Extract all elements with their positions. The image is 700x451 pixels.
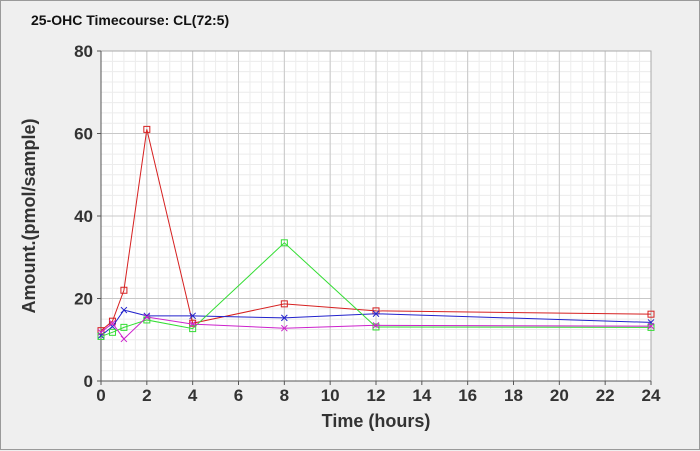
x-tick-label: 4 [188,386,198,405]
data-point-square [120,286,128,294]
series-layer [97,125,655,343]
data-point-square [189,325,197,333]
x-tick-label: 24 [642,386,661,405]
x-tick-label: 16 [458,386,477,405]
data-point-square [143,125,151,133]
data-point-x [647,322,655,330]
data-point-x [189,320,197,328]
y-axis-ticks: 0 20 40 60 80 [74,42,101,391]
data-point-x [120,335,128,343]
series-line [100,129,652,332]
data-point-square [647,310,655,318]
y-tick-label: 60 [74,125,93,144]
data-point-x [109,319,116,327]
data-point-x [189,312,197,320]
data-point-square [280,300,288,308]
data-point-square [372,323,380,331]
y-axis-label: Amount.(pmol/sample) [19,118,39,313]
x-tick-label: 18 [504,386,523,405]
data-point-square [97,332,105,340]
data-point-x [97,328,105,336]
y-tick-label: 0 [84,372,93,391]
x-tick-label: 22 [596,386,615,405]
series-4 [97,313,655,343]
data-point-x [280,324,288,332]
x-tick-label: 6 [234,386,243,405]
data-point-square [108,317,116,325]
x-tick-label: 2 [142,386,151,405]
y-tick-label: 40 [74,207,93,226]
x-tick-label: 10 [321,386,340,405]
x-tick-label: 12 [367,386,386,405]
y-tick-label: 80 [74,42,93,61]
data-point-x [143,313,151,321]
x-axis-label: Time (hours) [322,411,431,431]
x-tick-label: 14 [412,386,431,405]
data-point-x [372,321,380,329]
data-point-x [372,310,380,318]
data-point-square [280,239,288,247]
data-point-square [108,328,116,336]
data-point-x [280,314,288,322]
data-point-x [120,306,128,314]
y-tick-label: 20 [74,290,93,309]
data-point-square [120,323,128,331]
x-tick-label: 20 [550,386,569,405]
series-line [100,309,652,337]
x-axis-ticks: 0 2 4 6 8 10 12 14 16 18 20 22 24 [96,381,661,405]
series-line [100,242,652,337]
chart-title: 25-OHC Timecourse: CL(72:5) [31,12,230,28]
data-point-square [647,323,655,331]
series-3 [97,239,655,340]
x-tick-label: 8 [280,386,289,405]
x-tick-label: 0 [96,386,105,405]
